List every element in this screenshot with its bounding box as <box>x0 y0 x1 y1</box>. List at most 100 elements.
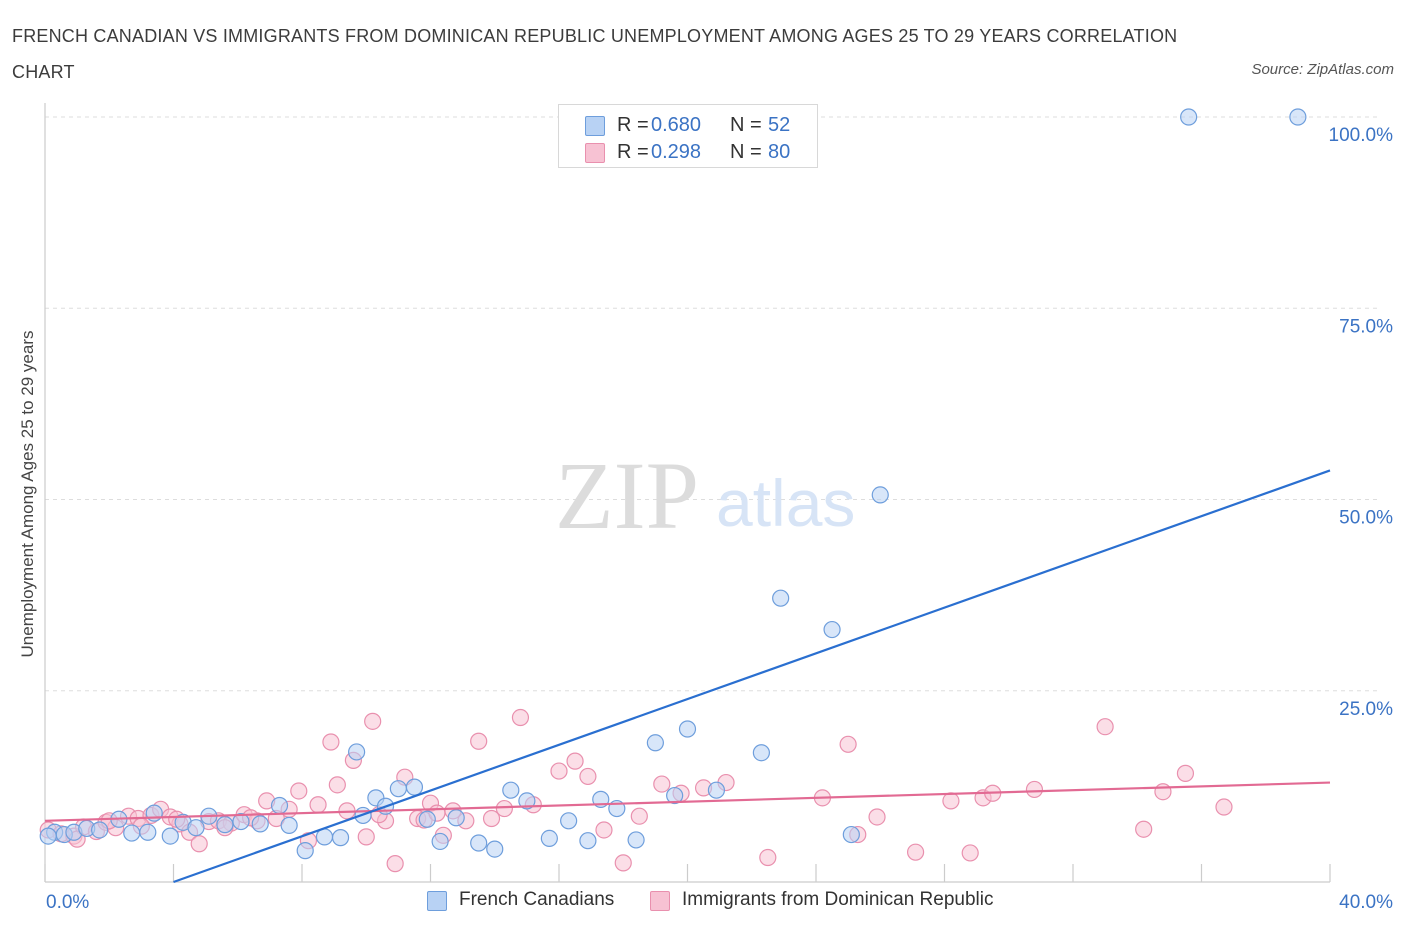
data-point <box>871 486 889 504</box>
data-point <box>190 835 208 853</box>
grid-lines <box>45 116 1380 692</box>
data-point <box>91 821 109 839</box>
series-legend: French Canadians Immigrants from Dominic… <box>0 889 1406 917</box>
data-point <box>1154 783 1172 801</box>
data-point <box>842 825 860 844</box>
data-point <box>627 831 645 849</box>
legend-r-label: R = <box>617 114 649 136</box>
correlation-legend: R = 0.680 N = 52 R = 0.298 N = 80 <box>558 104 818 168</box>
y-tick-label: 50.0% <box>1339 508 1393 529</box>
data-point <box>906 843 925 861</box>
data-point <box>868 808 886 826</box>
data-point <box>1180 108 1198 126</box>
data-point <box>759 848 777 867</box>
trend-lines <box>44 469 1331 884</box>
data-point <box>614 854 632 872</box>
data-point <box>502 781 520 799</box>
data-point <box>139 823 157 841</box>
data-point <box>447 809 465 827</box>
data-point <box>707 781 726 799</box>
data-point <box>187 819 205 837</box>
data-point <box>322 733 340 751</box>
data-point <box>328 776 346 794</box>
data-point <box>646 734 664 752</box>
data-point <box>772 589 790 607</box>
data-point <box>511 708 530 727</box>
legend-label: Immigrants from Dominican Republic <box>682 889 994 910</box>
y-tick-label: 25.0% <box>1339 699 1393 720</box>
watermark-atlas: atlas <box>716 466 855 540</box>
chart-title: FRENCH CANADIAN VS IMMIGRANTS FROM DOMIN… <box>12 26 1178 82</box>
legend-label: French Canadians <box>459 889 615 910</box>
tick-labels: 100.0% 75.0% 50.0% 25.0% 0.0% 40.0% <box>46 125 1393 913</box>
data-point <box>653 775 671 793</box>
data-point <box>486 840 504 858</box>
legend-n-value: 80 <box>768 141 791 163</box>
legend-swatch-pink <box>650 891 670 911</box>
data-point <box>579 832 597 850</box>
data-point <box>331 829 350 847</box>
legend-swatch-pink <box>585 143 605 163</box>
legend-r-value: 0.298 <box>651 141 702 163</box>
data-point <box>518 792 536 810</box>
data-point <box>364 712 382 730</box>
data-point <box>232 812 250 831</box>
data-point <box>566 752 584 770</box>
data-point <box>839 735 857 753</box>
data-point <box>123 824 141 842</box>
data-point <box>418 810 436 828</box>
data-point <box>270 796 289 815</box>
data-point <box>161 827 179 845</box>
legend-n-label: N = <box>730 141 762 163</box>
x-tick-label: 40.0% <box>1339 892 1393 913</box>
trend-line-dominican-republic <box>44 781 1331 822</box>
data-point <box>482 809 501 828</box>
data-point <box>1096 718 1114 736</box>
data-point <box>1176 764 1195 782</box>
data-point <box>405 778 424 796</box>
trend-line-french-canadians <box>173 469 1331 884</box>
legend-r-value: 0.680 <box>651 114 702 136</box>
legend-n-value: 52 <box>768 114 791 136</box>
legend-n-label: N = <box>730 114 762 136</box>
data-point <box>357 828 375 846</box>
legend-swatch-blue <box>427 891 447 911</box>
data-point <box>678 720 697 738</box>
data-point <box>290 782 308 800</box>
source-label: Source: ZipAtlas.com <box>1251 61 1394 78</box>
data-point <box>942 792 960 810</box>
data-point <box>495 799 513 818</box>
data-point <box>431 832 449 851</box>
data-point <box>309 796 327 814</box>
y-axis-label: Unemployment Among Ages 25 to 29 years <box>18 330 37 658</box>
axes <box>44 103 1331 883</box>
data-point <box>579 767 597 786</box>
x-tick-label: 0.0% <box>46 892 89 913</box>
legend-r-label: R = <box>617 141 649 163</box>
data-point <box>550 762 568 780</box>
data-point <box>666 786 684 805</box>
data-point <box>630 807 648 825</box>
data-point <box>280 816 298 834</box>
data-point <box>39 827 57 845</box>
data-point <box>560 812 578 830</box>
data-point <box>1135 820 1153 838</box>
data-point <box>1025 780 1044 799</box>
data-point <box>389 780 407 798</box>
y-tick-label: 100.0% <box>1329 125 1394 146</box>
data-point <box>595 821 613 839</box>
watermark-zip: ZIP <box>555 442 699 549</box>
legend-swatch-blue <box>585 116 605 136</box>
data-point <box>216 816 234 834</box>
data-point <box>386 855 404 873</box>
data-point <box>296 842 314 860</box>
data-point <box>470 732 488 750</box>
data-point <box>251 815 269 833</box>
data-point <box>1215 798 1233 816</box>
data-point <box>752 744 770 762</box>
data-point <box>540 829 558 847</box>
data-point <box>823 620 841 639</box>
data-point <box>470 834 488 852</box>
data-point <box>1289 108 1307 126</box>
data-point <box>348 743 366 761</box>
